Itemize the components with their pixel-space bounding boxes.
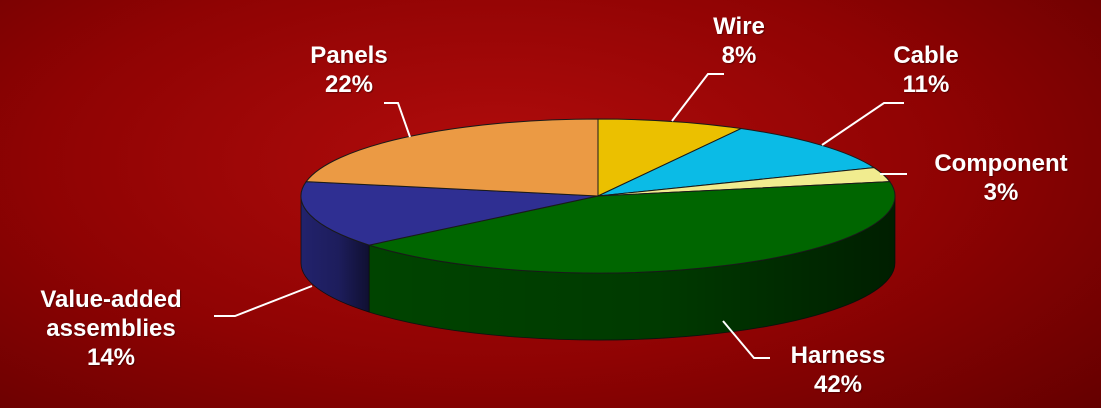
slice-name-line-1: Value-added (40, 286, 182, 313)
leader-line-value-added-assemblies (214, 285, 313, 317)
slice-label-cable: Cable 11% (893, 41, 958, 99)
leader-line-cable (821, 102, 904, 146)
slice-name: Cable (893, 42, 959, 69)
leader-line-harness (722, 320, 770, 359)
pie-slice-cable (597, 128, 875, 197)
pie-slice-value-added-assemblies (300, 181, 599, 246)
slice-percent: 8% (721, 42, 757, 69)
leader-line-panels (384, 102, 411, 138)
slice-label-wire: Wire 8% (713, 12, 765, 70)
slice-percent: 14% (86, 344, 136, 371)
slice-label-component: Component 3% (934, 149, 1067, 207)
slice-name: Wire (713, 13, 765, 40)
slice-percent: 3% (983, 179, 1019, 206)
pie-side-shade (369, 196, 895, 340)
leader-line-wire (671, 73, 724, 122)
pie-slice-panels (305, 118, 599, 197)
slice-name-line-2: assemblies (46, 315, 176, 342)
slice-name: Panels (310, 42, 388, 69)
slice-percent: 22% (324, 71, 374, 98)
slice-percent: 42% (813, 371, 863, 398)
slice-label-harness: Harness 42% (791, 341, 886, 399)
slice-label-value-added-assemblies: Value-added assemblies 14% (40, 285, 181, 372)
slice-label-panels: Panels 22% (310, 41, 387, 99)
pie-slice-wire (597, 118, 742, 197)
pie-slice-harness (368, 181, 896, 274)
slice-name: Component (934, 150, 1068, 177)
slice-percent: 11% (902, 71, 950, 98)
pie-side-shade (301, 196, 370, 313)
slice-name: Harness (790, 342, 886, 369)
